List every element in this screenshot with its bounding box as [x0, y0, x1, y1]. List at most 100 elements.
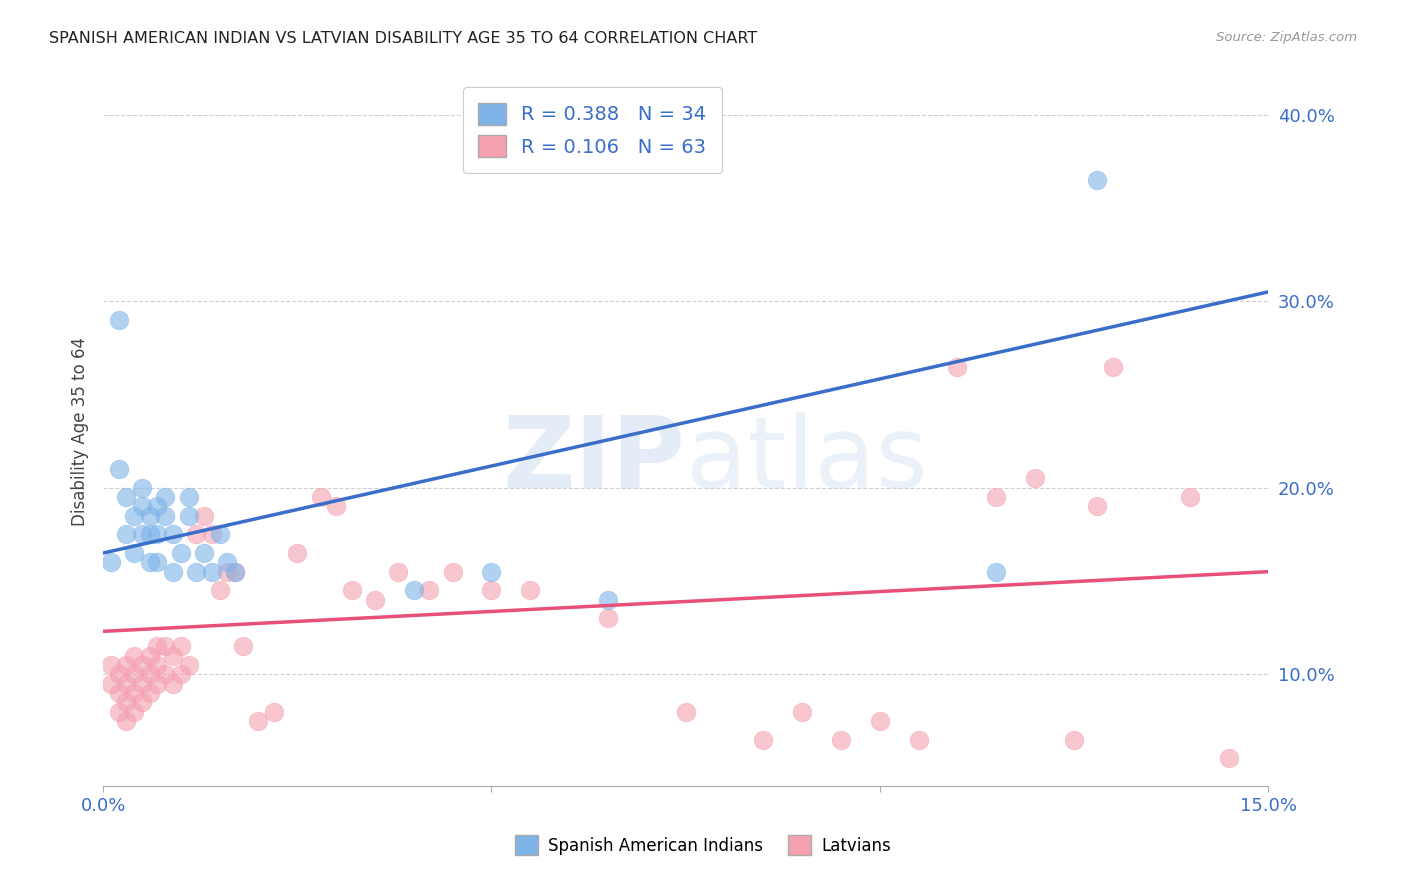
Point [519, 583, 541, 598]
Point [100, 657, 122, 672]
Point [481, 583, 503, 598]
Point [309, 490, 332, 504]
Point [155, 640, 177, 654]
Point [177, 508, 200, 523]
Point [146, 500, 169, 514]
Point [115, 490, 138, 504]
Point [340, 583, 363, 598]
Point [263, 705, 285, 719]
Point [675, 705, 697, 719]
Point [131, 695, 153, 709]
Point [170, 667, 193, 681]
Point [131, 481, 153, 495]
Point [146, 555, 169, 569]
Point [162, 648, 184, 663]
Point [186, 527, 208, 541]
Point [402, 583, 425, 598]
Text: ZIP: ZIP [503, 411, 686, 508]
Text: Source: ZipAtlas.com: Source: ZipAtlas.com [1216, 31, 1357, 45]
Point [946, 359, 969, 374]
Point [224, 565, 246, 579]
Point [138, 667, 160, 681]
Point [115, 676, 138, 690]
Point [107, 686, 129, 700]
Point [138, 555, 160, 569]
Point [155, 508, 177, 523]
Point [177, 657, 200, 672]
Point [122, 546, 145, 560]
Point [217, 555, 239, 569]
Point [208, 527, 231, 541]
Point [146, 527, 169, 541]
Point [100, 676, 122, 690]
Point [201, 565, 224, 579]
Point [138, 527, 160, 541]
Point [481, 565, 503, 579]
Point [122, 686, 145, 700]
Point [155, 667, 177, 681]
Point [122, 508, 145, 523]
Point [1063, 732, 1085, 747]
Point [596, 611, 619, 625]
Point [138, 648, 160, 663]
Point [907, 732, 929, 747]
Point [122, 667, 145, 681]
Point [131, 676, 153, 690]
Point [170, 640, 193, 654]
Point [364, 592, 387, 607]
Point [107, 667, 129, 681]
Y-axis label: Disability Age 35 to 64: Disability Age 35 to 64 [72, 337, 89, 526]
Point [1085, 500, 1108, 514]
Point [115, 695, 138, 709]
Point [115, 527, 138, 541]
Point [201, 527, 224, 541]
Point [162, 527, 184, 541]
Point [232, 640, 254, 654]
Point [193, 508, 215, 523]
Point [131, 657, 153, 672]
Point [285, 546, 308, 560]
Point [1024, 471, 1046, 485]
Point [131, 527, 153, 541]
Point [170, 546, 193, 560]
Point [869, 714, 891, 728]
Point [162, 676, 184, 690]
Point [146, 676, 169, 690]
Point [177, 490, 200, 504]
Point [122, 705, 145, 719]
Point [596, 592, 619, 607]
Point [115, 714, 138, 728]
Point [138, 508, 160, 523]
Point [138, 686, 160, 700]
Point [107, 462, 129, 476]
Legend: Spanish American Indians, Latvians: Spanish American Indians, Latvians [508, 829, 898, 862]
Point [193, 546, 215, 560]
Point [1085, 173, 1108, 187]
Point [155, 490, 177, 504]
Point [217, 565, 239, 579]
Point [387, 565, 409, 579]
Point [224, 565, 246, 579]
Point [208, 583, 231, 598]
Point [1218, 751, 1240, 765]
Point [830, 732, 852, 747]
Point [752, 732, 775, 747]
Text: atlas: atlas [686, 411, 928, 508]
Legend: R = 0.388   N = 34, R = 0.106   N = 63: R = 0.388 N = 34, R = 0.106 N = 63 [463, 87, 721, 173]
Point [325, 500, 347, 514]
Text: SPANISH AMERICAN INDIAN VS LATVIAN DISABILITY AGE 35 TO 64 CORRELATION CHART: SPANISH AMERICAN INDIAN VS LATVIAN DISAB… [49, 31, 758, 46]
Point [186, 565, 208, 579]
Point [146, 657, 169, 672]
Point [418, 583, 440, 598]
Point [1180, 490, 1202, 504]
Point [115, 657, 138, 672]
Point [122, 648, 145, 663]
Point [441, 565, 464, 579]
Point [986, 565, 1008, 579]
Point [107, 313, 129, 327]
Point [247, 714, 270, 728]
Point [100, 555, 122, 569]
Point [792, 705, 814, 719]
Point [162, 565, 184, 579]
Point [1101, 359, 1123, 374]
